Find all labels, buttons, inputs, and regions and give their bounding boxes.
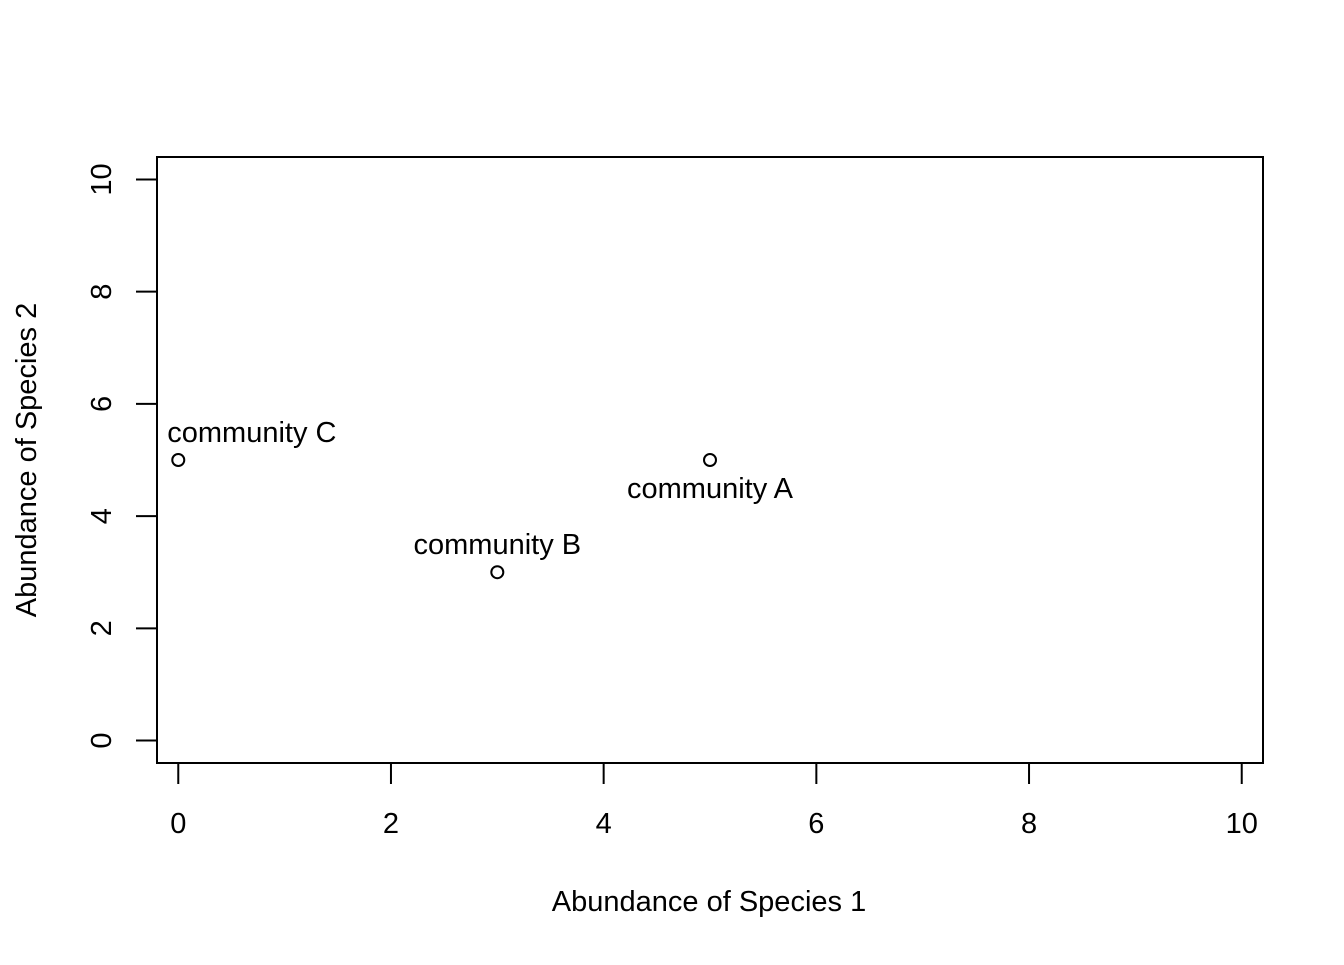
point-labels: community A community B community C — [167, 417, 793, 561]
y-tick-label: 0 — [86, 732, 118, 748]
y-tick-label: 8 — [86, 284, 118, 300]
y-tick-label: 10 — [86, 163, 118, 195]
y-tick-label: 4 — [86, 508, 118, 524]
data-points — [171, 453, 717, 580]
point-label: community A — [627, 473, 794, 505]
data-point — [703, 453, 717, 467]
point-label: community B — [414, 529, 582, 561]
x-tick-label: 10 — [1226, 808, 1258, 840]
y-tick-label: 2 — [86, 620, 118, 636]
x-tick-label: 4 — [596, 808, 612, 840]
x-tick-label: 6 — [808, 808, 824, 840]
x-tick-label: 0 — [170, 808, 186, 840]
data-point — [171, 453, 186, 467]
y-tick-label: 6 — [86, 396, 118, 412]
data-point — [490, 565, 505, 580]
x-tick-label: 8 — [1021, 808, 1037, 840]
axes: 0 2 4 6 8 10 0 2 4 6 8 10 — [86, 156, 1264, 840]
x-axis-title: Abundance of Species 1 — [552, 886, 866, 918]
x-tick-label: 2 — [383, 808, 399, 840]
y-axis-title: Abundance of Species 2 — [11, 303, 43, 617]
point-label: community C — [167, 417, 336, 449]
